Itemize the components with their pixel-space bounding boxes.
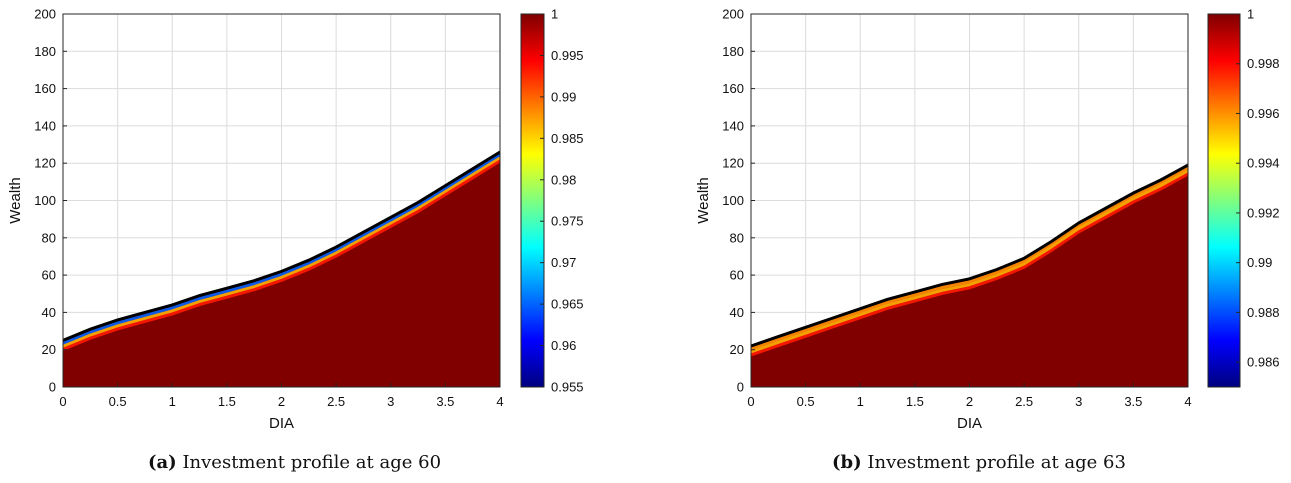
y-tick-label: 160 [722,81,744,96]
y-axis-label: Wealth [7,177,24,223]
y-axis-label: Wealth [695,177,712,223]
colorbar-tick-label: 0.99 [1247,255,1272,270]
y-tick-label: 140 [34,118,56,133]
boundary-line [750,163,1189,348]
colorbar-tick-label: 0.995 [551,48,584,63]
y-tick-label: 120 [34,156,56,171]
colorbar [520,13,545,388]
x-tick-label: 0 [59,394,66,409]
x-tick-label: 2 [966,394,973,409]
colorbar [1207,13,1241,388]
x-tick-label: 2 [278,394,285,409]
y-tick-label: 140 [722,118,744,133]
y-tick-label: 100 [722,193,744,208]
x-tick-label: 1.5 [906,394,924,409]
colorbar-tick-label: 0.97 [551,255,576,270]
y-tick-label: 40 [730,305,744,320]
x-tick-label: 1 [169,394,176,409]
heatmap-edge-band [62,153,501,345]
x-tick-label: 1 [857,394,864,409]
y-tick-label: 200 [34,7,56,22]
y-tick-label: 20 [730,342,744,357]
colorbar-tick-label: 0.975 [551,214,584,229]
colorbar-tick-label: 1 [1247,7,1254,22]
y-tick-label: 0 [49,380,56,395]
colorbar-tick-label: 0.965 [551,297,584,312]
x-tick-label: 0.5 [109,394,127,409]
y-tick-label: 0 [737,380,744,395]
y-tick-label: 60 [730,268,744,283]
colorbar-tick-label: 0.986 [1247,355,1280,370]
x-axis-label: DIA [957,415,982,432]
y-tick-label: 60 [42,268,56,283]
colorbar-tick-label: 0.98 [551,172,576,187]
colorbar-tick-label: 1 [551,7,558,22]
x-tick-label: 3 [387,394,394,409]
x-tick-label: 3.5 [1124,394,1142,409]
y-tick-label: 20 [42,342,56,357]
y-tick-label: 180 [34,44,56,59]
caption-b-text: Investment profile at age 63 [867,452,1126,473]
caption-a: (a) Investment profile at age 60 [148,452,441,473]
caption-a-text: Investment profile at age 60 [182,452,442,473]
colorbar-tick-label: 0.985 [551,131,584,146]
colorbar-tick-label: 0.99 [551,89,576,104]
heatmap-edge-band [62,159,501,351]
x-tick-label: 1.5 [218,394,236,409]
colorbar-tick-label: 0.994 [1247,156,1280,171]
x-tick-label: 3 [1075,394,1082,409]
y-tick-label: 100 [34,193,56,208]
heatmap-edge-band [750,166,1189,351]
heatmap-region [63,152,500,387]
y-tick-label: 200 [722,7,744,22]
x-tick-label: 2.5 [327,394,345,409]
y-tick-label: 80 [42,230,56,245]
chart-panel-a: 0 0.5 1 1.5 2 2.5 3 3.5 402040608010012014016018… [7,7,584,433]
x-tick-label: 3.5 [436,394,454,409]
colorbar-tick-label: 0.96 [551,338,576,353]
colorbar-tick-label: 0.992 [1247,205,1280,220]
y-tick-label: 40 [42,305,56,320]
colorbar-tick-label: 0.988 [1247,305,1280,320]
colorbar-tick-label: 0.996 [1247,106,1280,121]
x-tick-label: 2.5 [1015,394,1033,409]
y-tick-label: 80 [730,230,744,245]
y-tick-label: 180 [722,44,744,59]
heatmap-region [751,165,1188,387]
colorbar-tick-label: 0.955 [551,380,584,395]
caption-b-label: (b) [832,452,862,473]
boundary-line [62,150,501,342]
x-axis-label: DIA [269,415,294,432]
chart-panel-b: 0 0.5 1 1.5 2 2.5 3 3.5 402040608010012014016018… [695,7,1280,433]
x-tick-label: 4 [496,394,503,409]
caption-b: (b) Investment profile at age 63 [832,452,1126,473]
caption-a-label: (a) [148,452,177,473]
x-tick-label: 0.5 [797,394,815,409]
x-tick-label: 4 [1184,394,1191,409]
y-tick-label: 160 [34,81,56,96]
y-tick-label: 120 [722,156,744,171]
colorbar-tick-label: 0.998 [1247,56,1280,71]
x-tick-label: 0 [747,394,754,409]
heatmap-edge-band [62,156,501,348]
heatmap-edge-band [750,172,1189,357]
heatmap-edge-band [750,169,1189,354]
